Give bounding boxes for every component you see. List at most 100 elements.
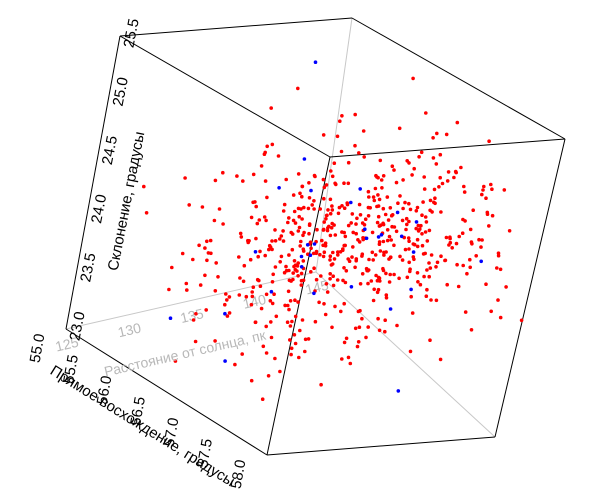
data-point: [362, 223, 367, 227]
data-point: [281, 209, 286, 213]
y-tick-label: 25.0: [110, 76, 132, 108]
y-tick-label: 24.5: [99, 134, 121, 166]
data-point: [279, 234, 284, 238]
data-point: [434, 298, 439, 303]
data-point: [378, 249, 383, 253]
data-point: [428, 208, 432, 213]
data-point: [253, 200, 257, 204]
data-point: [356, 309, 361, 314]
data-point: [412, 166, 417, 171]
data-point: [355, 344, 360, 349]
data-point: [456, 284, 461, 289]
data-point: [407, 201, 411, 206]
data-point: [254, 204, 258, 209]
data-point: [284, 264, 288, 269]
data-point: [487, 224, 491, 228]
data-point: [485, 210, 490, 215]
data-point: [299, 254, 304, 259]
data-point: [368, 206, 373, 210]
data-point: [384, 296, 389, 300]
data-point: [507, 229, 512, 233]
data-point: [296, 86, 300, 91]
data-point: [490, 187, 494, 191]
data-point: [270, 280, 275, 284]
data-point: [336, 250, 340, 254]
data-point: [227, 295, 232, 299]
data-point: [328, 197, 333, 202]
data-point: [412, 257, 416, 262]
data-point: [386, 218, 391, 222]
box-edges: [65, 17, 566, 456]
data-point: [324, 183, 329, 187]
data-point: [495, 266, 499, 270]
data-point: [293, 314, 298, 319]
data-point: [431, 156, 436, 160]
data-point: [291, 277, 295, 282]
data-point: [469, 240, 474, 244]
data-point: [340, 357, 344, 361]
data-point: [363, 227, 367, 231]
data-point: [346, 160, 351, 165]
data-point: [170, 265, 174, 270]
data-point: [361, 129, 366, 133]
data-point: [239, 235, 244, 239]
data-point: [498, 267, 503, 272]
data-point: [191, 318, 196, 322]
data-point: [480, 192, 484, 197]
data-point: [375, 290, 380, 295]
data-point: [410, 173, 414, 177]
data-point: [248, 257, 253, 262]
data-point: [425, 287, 429, 292]
data-point: [407, 161, 411, 165]
data-point: [298, 328, 302, 333]
data-point: [421, 200, 425, 204]
data-point: [296, 300, 300, 304]
data-point: [376, 275, 381, 280]
data-point: [489, 182, 493, 187]
data-point: [373, 253, 378, 257]
data-point: [407, 260, 412, 265]
data-point: [369, 279, 374, 283]
data-point: [292, 333, 297, 337]
data-point: [180, 251, 185, 256]
data-point: [363, 217, 368, 221]
data-point: [325, 290, 330, 294]
data-point: [303, 337, 308, 342]
data-point: [299, 207, 303, 211]
data-point: [307, 222, 312, 226]
data-point: [300, 318, 305, 322]
data-point: [301, 233, 305, 238]
data-point: [463, 310, 468, 314]
data-point: [312, 207, 316, 211]
data-point: [204, 308, 208, 312]
data-point: [198, 283, 203, 287]
data-point: [308, 253, 313, 257]
data-point: [342, 181, 346, 185]
data-point: [336, 211, 341, 216]
data-point: [377, 224, 382, 228]
data-point: [371, 195, 376, 199]
data-point: [412, 242, 417, 247]
data-point: [438, 152, 443, 157]
data-point: [407, 219, 411, 224]
data-point: [482, 184, 486, 189]
data-point: [428, 266, 433, 270]
data-point: [479, 259, 484, 264]
data-point: [317, 300, 321, 305]
data-point: [345, 202, 350, 207]
data-point: [242, 263, 247, 268]
data-point: [293, 267, 298, 272]
data-point: [444, 235, 449, 240]
data-point: [302, 205, 306, 210]
data-point: [205, 239, 209, 244]
data-point: [267, 243, 272, 248]
data-point: [216, 275, 220, 279]
data-point: [314, 277, 319, 282]
data-point: [281, 229, 285, 233]
data-point: [299, 239, 303, 244]
data-point: [370, 230, 375, 235]
data-point: [321, 228, 326, 232]
data-point: [342, 340, 347, 345]
data-point: [378, 158, 383, 163]
data-point: [409, 287, 413, 292]
